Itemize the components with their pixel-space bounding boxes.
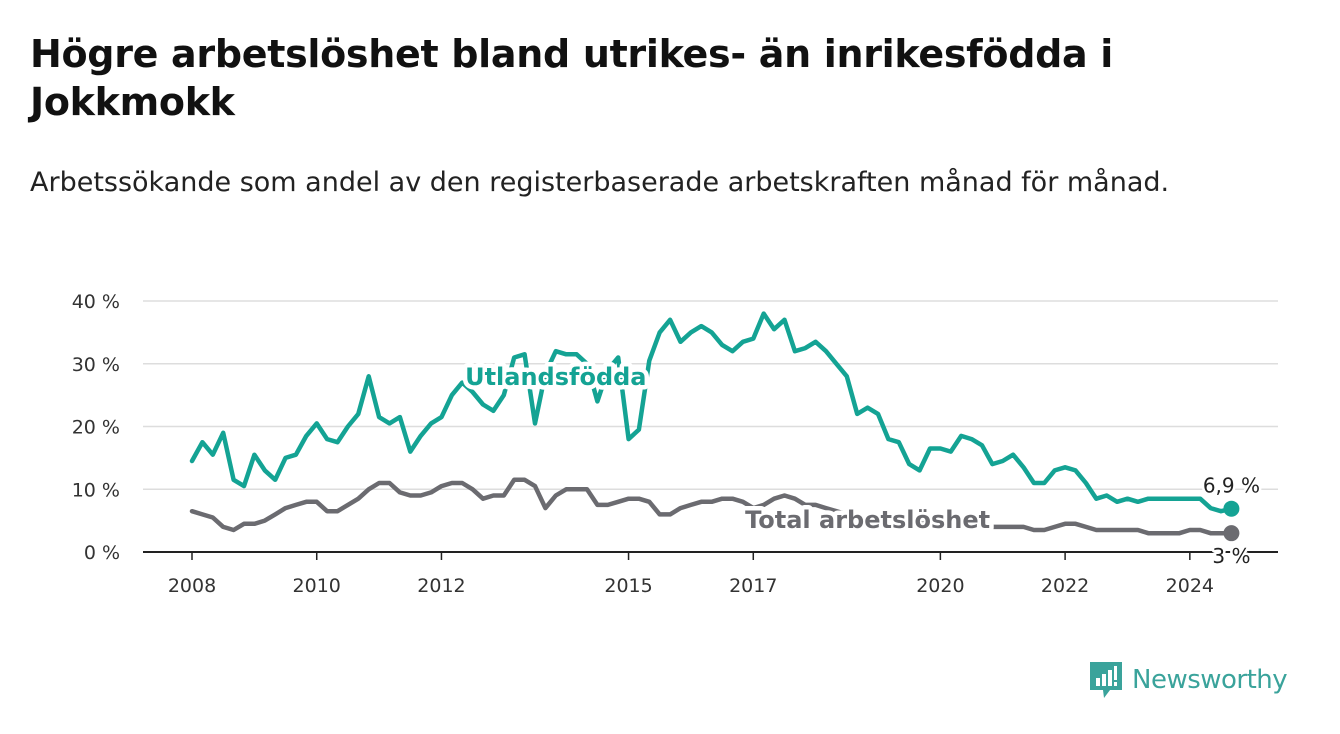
x-tick-label: 2024 [1166,575,1214,597]
series-labels: Utlandsfödda Total arbetslöshet 6,9 % 3 % [461,359,1263,571]
y-tick-label: 20 % [72,417,120,439]
y-tick-label: 0 % [84,542,120,564]
y-tick-label: 10 % [72,479,120,501]
chart-title: Högre arbetslöshet bland utrikes- än inr… [30,32,1113,124]
x-axis: 2008 2010 2012 2015 2017 2020 2022 2024 [143,551,1278,597]
y-tick-label: 40 % [72,291,120,313]
newsworthy-logo: Newsworthy [1088,660,1288,700]
series-label-utlandsfodda: Utlandsfödda [465,363,646,391]
series-end-dot-utlandsfodda [1223,500,1240,517]
series-label-total: Total arbetslöshet [745,506,990,534]
x-tick-label: 2022 [1041,575,1089,597]
y-tick-label: 30 % [72,354,120,376]
newsworthy-chart-icon [1090,662,1122,698]
series-line-utlandsfodda [189,311,1234,514]
x-tick-label: 2017 [729,575,777,597]
end-value-total: 3 % [1212,544,1250,568]
end-value-utlandsfodda: 6,9 % [1203,474,1260,498]
x-tick-label: 2008 [168,575,216,597]
x-tick-label: 2012 [417,575,465,597]
x-tick-label: 2020 [916,575,964,597]
x-tick-label: 2015 [604,575,652,597]
y-axis-ticks: 0 % 10 % 20 % 30 % 40 % [72,291,120,564]
series-line-total [189,477,1234,536]
series-end-dot-total [1223,525,1240,542]
brand-name: Newsworthy [1132,665,1288,695]
x-tick-label: 2010 [293,575,341,597]
series-lines [189,311,1240,542]
chart-subtitle: Arbetssökande som andel av den registerb… [30,167,1170,198]
